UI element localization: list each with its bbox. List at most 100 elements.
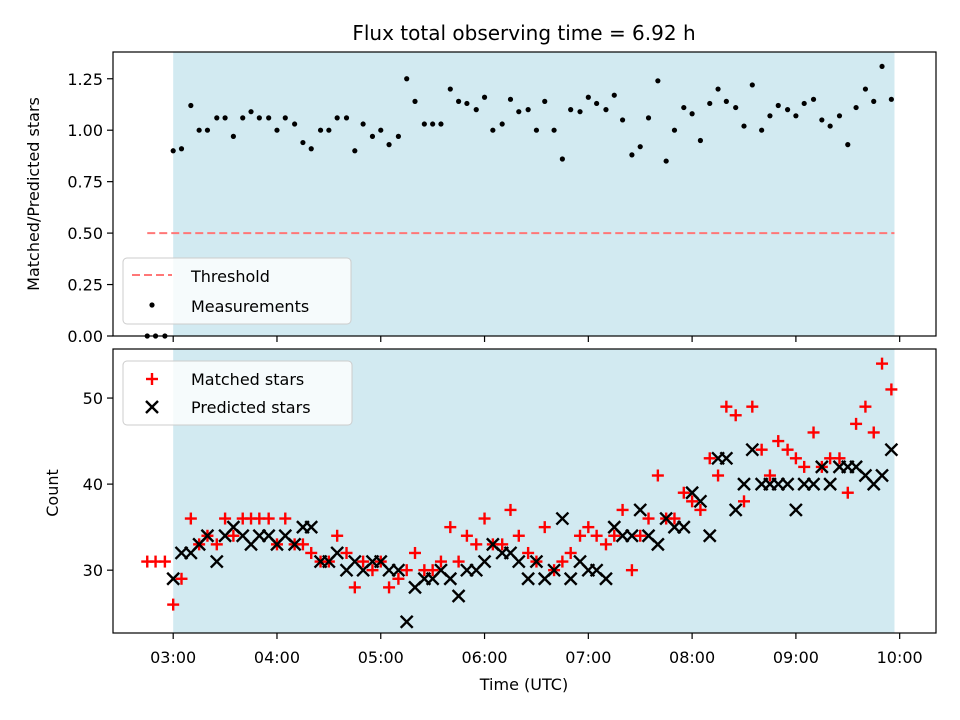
predicted-star-point [547, 563, 561, 578]
matched-star-point [859, 400, 872, 413]
predicted-star-point [511, 554, 526, 569]
measurement-point [395, 133, 402, 139]
predicted-star-point [287, 537, 302, 552]
predicted-star-point [814, 460, 829, 474]
matched-star-point [158, 555, 171, 568]
predicted-star-point [719, 451, 734, 466]
matched-star-point [608, 529, 621, 542]
count-xtick-label: 03:00 [150, 648, 196, 667]
measurement-point [481, 94, 488, 100]
predicted-star-point [875, 468, 889, 483]
predicted-star-point [443, 571, 458, 586]
measurement-point [447, 86, 453, 92]
measurement-point [334, 115, 340, 121]
count-panel-frame [112, 348, 937, 634]
measurement-point [455, 98, 462, 104]
matched-star-point [444, 521, 457, 534]
measurement-point [767, 113, 773, 119]
measurement-point [412, 98, 418, 104]
measurement-point [871, 98, 877, 104]
predicted-star-point [209, 554, 224, 569]
matched-star-point [305, 546, 318, 559]
matched-star-point [434, 555, 447, 568]
predicted-star-point [166, 571, 181, 586]
measurement-point [533, 127, 540, 133]
predicted-star-point [737, 477, 751, 491]
predicted-star-point [625, 528, 639, 543]
measurement-point [473, 107, 479, 113]
measurement-point [697, 137, 704, 144]
measurement-point [230, 133, 236, 139]
measurement-point [827, 123, 833, 129]
measurement-point [629, 152, 635, 158]
matched-star-point [772, 435, 785, 448]
predicted-star-point [651, 537, 665, 552]
matched-star-point [504, 503, 517, 516]
matched-star-point [885, 383, 898, 396]
measurement-point [715, 86, 721, 92]
matched-star-point [841, 486, 854, 499]
measurement-point [421, 121, 427, 127]
count-xtick-label: 10:00 [877, 648, 923, 667]
matched-star-point [651, 469, 664, 482]
matched-star-point [348, 581, 361, 594]
matched-star-point [668, 512, 681, 525]
measurement-point [707, 100, 713, 107]
matched-star-point [470, 538, 483, 551]
matched-star-point [833, 452, 846, 465]
matched-star-point [625, 564, 638, 577]
measurement-point [369, 133, 376, 139]
ratio-legend: Threshold Measurements [122, 257, 352, 325]
matched-star-point [642, 512, 655, 525]
measurement-point [568, 107, 574, 113]
measurement-point [689, 111, 695, 117]
measurement-point [274, 127, 280, 133]
measurement-point [188, 102, 194, 109]
count-ytick-label: 40 [83, 475, 103, 494]
measurement-point [308, 146, 314, 152]
matched-star-point [219, 512, 232, 525]
measurement-point [655, 78, 661, 84]
matched-star-point [582, 521, 595, 534]
measurement-point [214, 115, 220, 121]
measurement-point [810, 96, 817, 102]
measurement-point [585, 94, 591, 100]
measurement-point [256, 115, 262, 121]
matched-star-point [279, 512, 292, 525]
measurement-point [438, 121, 444, 127]
ratio-ylabel: Matched/Predicted stars [24, 97, 43, 291]
predicted-star-point [806, 477, 821, 491]
matched-star-point [496, 538, 509, 551]
predicted-star-point [477, 554, 492, 569]
matched-star-point [738, 495, 751, 508]
matched-star-point [686, 495, 699, 508]
threshold-legend-label: Threshold [190, 267, 270, 286]
measurement-point [343, 115, 350, 121]
measurement-point [196, 127, 202, 133]
matched-star-point [167, 598, 180, 611]
measurement-point [204, 127, 211, 133]
matched-star-point [729, 409, 742, 422]
matched-star-point [876, 357, 889, 370]
measurement-point [862, 86, 869, 92]
matched-star-point [400, 564, 413, 577]
matched-star-point [227, 529, 240, 542]
measurement-point [836, 113, 843, 119]
matched-star-point [712, 469, 725, 482]
measurement-point [240, 115, 246, 121]
matched-star-point [357, 555, 370, 568]
count-legend: Matched stars Predicted stars [122, 360, 353, 426]
matched-star-point [694, 503, 707, 516]
count-xtick-label: 04:00 [254, 648, 300, 667]
matched-star-point [392, 572, 405, 585]
predicted-star-point [702, 528, 717, 543]
matched-star-point [677, 486, 690, 499]
matched-star-point [807, 426, 820, 439]
predicted-legend-label: Predicted stars [191, 398, 311, 417]
count-ytick-label: 50 [83, 389, 103, 408]
measurement-point [879, 63, 885, 70]
predicted-star-point [693, 494, 708, 509]
measurement-point [542, 98, 548, 104]
matched-star-point [210, 538, 223, 551]
measurement-point [671, 127, 678, 133]
